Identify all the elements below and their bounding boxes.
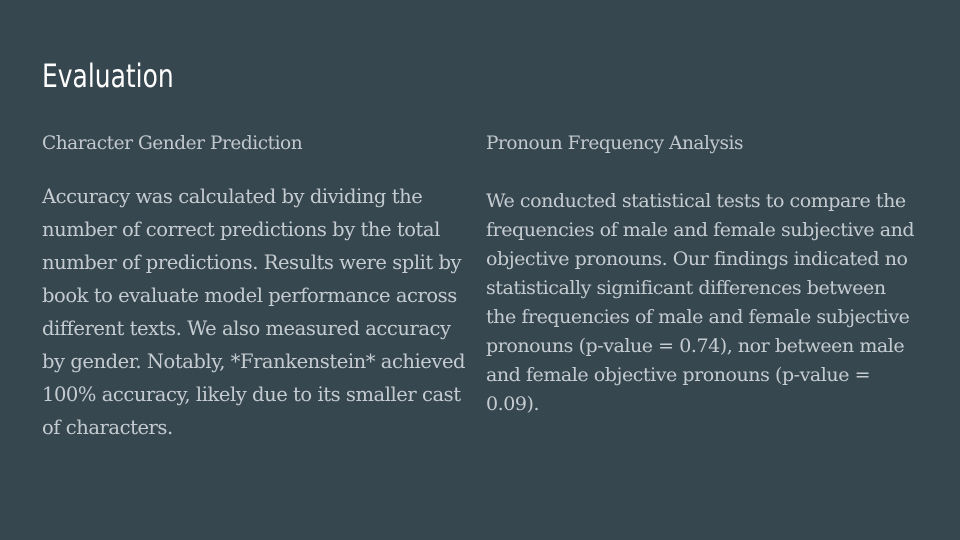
slide-title: Evaluation — [42, 57, 174, 95]
left-column-body: Accuracy was calculated by dividing the … — [42, 185, 466, 439]
right-column: Pronoun Frequency Analysis We conducted … — [486, 128, 916, 419]
left-column-heading: Character Gender Prediction — [42, 133, 303, 154]
right-column-body: We conducted statistical tests to compar… — [486, 190, 915, 415]
right-column-heading: Pronoun Frequency Analysis — [486, 133, 744, 154]
left-column: Character Gender Prediction Accuracy was… — [42, 128, 472, 444]
